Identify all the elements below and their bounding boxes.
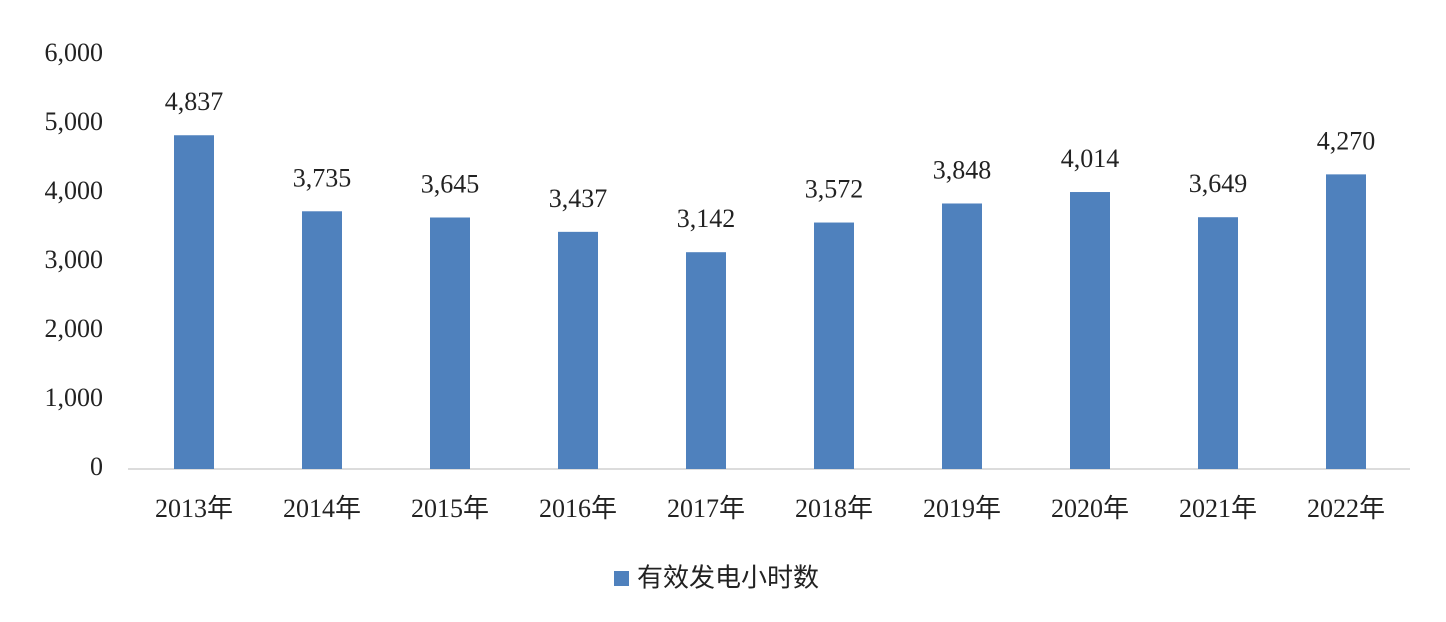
data-label: 4,014 [1061,144,1120,173]
bar [814,222,854,469]
bar [942,203,982,469]
x-tick-label: 2014年 [283,494,361,523]
bar [1326,174,1366,469]
bar [302,211,342,469]
bar [558,231,598,469]
bar [686,252,726,469]
x-tick-label: 2017年 [667,494,745,523]
y-tick-label: 1,000 [45,383,104,412]
x-tick-label: 2021年 [1179,494,1257,523]
y-tick-label: 5,000 [45,107,104,136]
data-label: 3,645 [421,169,480,198]
data-label: 4,837 [165,87,224,116]
x-tick-label: 2015年 [411,494,489,523]
bar [1198,217,1238,469]
y-tick-label: 0 [90,452,103,481]
x-tick-label: 2016年 [539,494,617,523]
data-label: 3,735 [293,163,352,192]
data-label: 3,142 [677,204,736,233]
data-label: 3,848 [933,155,992,184]
bar [430,217,470,469]
legend-text: 有效发电小时数 [637,564,819,594]
x-tick-label: 2019年 [923,494,1001,523]
bar [1070,192,1110,469]
x-tick-label: 2022年 [1307,494,1385,523]
x-tick-label: 2018年 [795,494,873,523]
y-tick-label: 3,000 [45,245,104,274]
y-tick-label: 6,000 [45,38,104,67]
x-tick-label: 2013年 [155,494,233,523]
bar [174,135,214,469]
data-label: 4,270 [1317,126,1376,155]
data-label: 3,572 [805,175,864,204]
data-label: 3,649 [1189,169,1248,198]
x-tick-label: 2020年 [1051,494,1129,523]
y-tick-label: 2,000 [45,314,104,343]
y-tick-label: 4,000 [45,176,104,205]
data-label: 3,437 [549,184,608,213]
legend-swatch [614,571,629,586]
